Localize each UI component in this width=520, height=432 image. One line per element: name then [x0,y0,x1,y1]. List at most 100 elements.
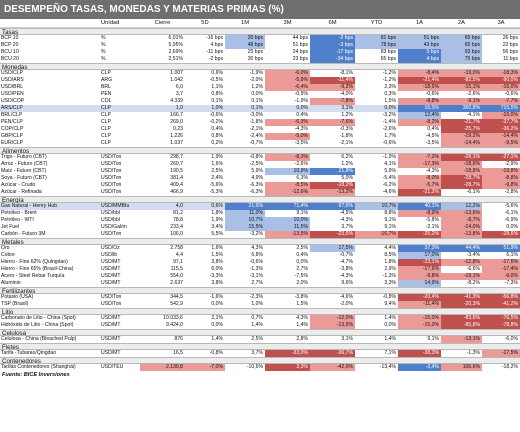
table-row: EUR/CLP CLP 1.037 0,2% -0,7% -3,5% -2,1% -0,6% -… [0,140,520,147]
cell-5d: 2,1% [211,315,223,321]
cell-ytd: 2,9% [384,266,396,272]
cell-2a: -19,1% [441,273,482,280]
cell-ytd: -0,8% [382,294,396,300]
cell-3a: -14,4% [482,133,520,140]
cell-3a: 26 bps [502,35,518,41]
cell-5d: -16 bps [206,35,223,41]
cell-3m: -6,0% [265,70,310,77]
cell-1a: -21,4% [398,77,441,84]
cell-close: 78,8 [173,217,183,223]
table-row: Acero - Steel Rebar Turquía USD/MT 554,0 -3… [0,273,520,280]
cell-6m: -12,0% [310,315,355,322]
cell-close: 298,7 [170,154,183,160]
cell-3a: -18,3% [482,70,520,77]
cell-1a: 12,4% [398,112,441,119]
cell-5d: -0,2% [209,119,223,125]
cell-unit: USD/lb [101,252,118,258]
cell-3m: 9,1% [296,210,308,216]
cell-5d: 1,6% [211,161,223,167]
cell-unit: USD/Ton [101,301,122,307]
cell-6m: -7,6% [310,119,355,126]
cell-3m: 1,5% [296,301,308,307]
cell-5d: 0,1% [211,98,223,104]
cell-2a: -19,0% [441,70,482,77]
cell-2a: -2,6% [466,91,480,97]
cell-6m: -23,6% [310,231,355,238]
cell-1a: 17,0% [398,252,441,259]
cell-3m: -4,3% [294,126,308,132]
cell-3m: -8,5% [265,182,310,189]
cell-3m: 10,0% [265,217,310,224]
table-row: Oro USD/Oz 2.758 1,6% 4,3% 2,5% 17,5% 4,4% 37,3%… [0,245,520,252]
cell-2a: -28,1% [441,154,482,161]
cell-5d: 2,5% [211,168,223,174]
cell-close: 2,69% [168,49,183,55]
cell-close: 381,4 [170,175,183,181]
cell-name: BCU 10 [1,49,19,55]
cell-close: 1.226 [170,133,183,139]
cell-3m: 6,3% [296,175,308,181]
cell-ytd: 83 bps [380,49,396,55]
cell-2a: -21,7% [441,119,482,126]
cell-2a: 44,4% [441,245,482,252]
cell-6m: 17,5% [310,245,355,252]
cell-3a: -19,8% [482,168,520,175]
cell-1m: -2,5% [249,161,263,167]
cell-close: 344,5 [170,294,183,300]
cell-ytd: 5,9% [384,168,396,174]
cell-unit: % [101,35,106,41]
cell-1a: -21,2% [398,189,441,196]
cell-ytd: 2,3% [384,84,396,90]
cell-1m: -1,3% [249,266,263,272]
cell-5d: 1,1% [211,84,223,90]
section-header: Metales [0,238,520,246]
cell-5d: 0,2% [211,140,223,146]
table-body: Tasas BCP 10% 6,01% -16 bps 20 bps 44 bps -2 b… [0,28,520,371]
section-header: Contenedores [0,357,520,365]
table-row: BCU 10% 2,69% -11 bps 25 bps 24 bps -17 bps 83… [0,49,520,56]
cell-6m: 5,0% [341,175,353,181]
cell-5d: -2 bps [208,56,223,62]
cell-1m: -3,0% [249,112,263,118]
table-row: Hierro - Fine 62% (Qulngdao) USD/MT 97,1 3,… [0,259,520,266]
cell-2a: -14,0% [441,224,482,231]
cell-close: 4,4 [175,252,183,258]
cell-3a: -36,2% [482,126,520,133]
cell-1m: -2,0% [249,77,263,83]
cell-3m: -6,3% [265,119,310,126]
cell-2a: -28,7% [441,182,482,189]
cell-1m: -1,8% [249,119,263,125]
cell-3a: -5,6% [504,203,518,209]
cell-1m: -6,3% [249,182,263,188]
cell-6m: -13,5% [310,322,355,329]
cell-5d: -0,8% [209,350,223,356]
table-row: BRL/CLP CLP 166,7 -0,6% -3,0% 0,4% 1,2% -3,2% 12… [0,112,520,119]
cell-name: PEN/CLP [1,119,23,125]
cell-1a: -5,8% [425,217,439,223]
cell-6m: -4,6% [339,294,353,300]
cell-close: 1.007 [170,70,183,76]
cell-ytd: 0,3% [384,91,396,97]
cell-unit: USD/MT [101,280,121,286]
cell-3a: 51,9% [482,245,520,252]
cell-1a: -8,2% [398,119,441,126]
cell-3a: 56 bps [502,49,518,55]
cell-ytd: 1,5% [384,98,396,104]
cell-1m: -2,1% [249,126,263,132]
cell-ytd: 1,4% [384,315,396,321]
cell-name: Hierro - Fine 62% (Qulngdao) [1,259,68,265]
cell-name: Hierro - Fine 65% (Brasil-China) [1,266,74,272]
cell-unit: USD/MT [101,266,121,272]
cell-close: 1.037 [170,140,183,146]
cell-ytd: 1,4% [384,336,396,342]
cell-1m: 0,1% [251,98,263,104]
table-row: Trigo - Futuro (CBT) USD/Ton 298,7 1,9% -0,8… [0,154,520,161]
cell-ytd: -16,7% [355,231,398,238]
header-3a: 3A [497,20,505,26]
header-unit: Unidad [101,20,120,26]
source-footer: Fuente: BICE Inversiones [2,372,70,378]
cell-5d: 3,8% [211,259,223,265]
cell-6m: -1,8% [339,133,353,139]
cell-6m: 97,6% [310,203,355,210]
table-row: COP/CLP CLP 0,23 0,4% -2,1% -4,3% -0,3% -2,6% 0,… [0,126,520,133]
